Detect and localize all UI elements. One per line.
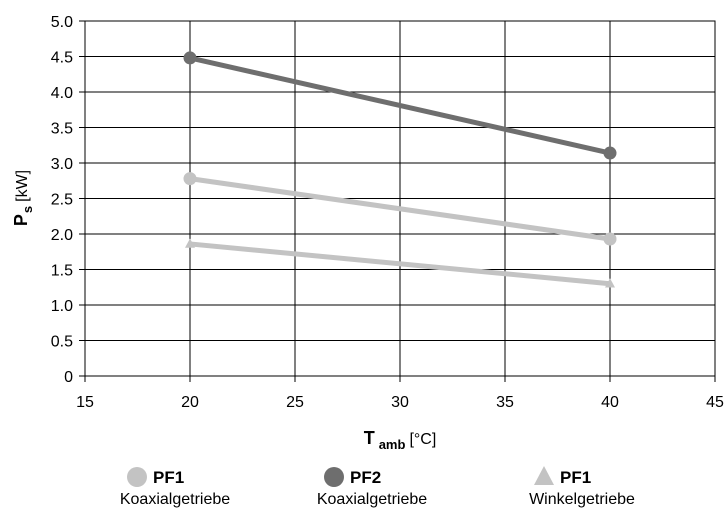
y-tick-label: 3.5	[51, 121, 73, 138]
x-tick-label: 45	[706, 394, 724, 411]
y-tick-label: 5.0	[51, 14, 73, 31]
data-point	[183, 172, 197, 186]
legend-entry: PF1 Koaxialgetriebe	[120, 467, 230, 508]
y-tick-label: 3.0	[51, 156, 73, 173]
y-tick-label: 1.5	[51, 263, 73, 280]
legend-name: PF1	[560, 468, 591, 487]
y-tick-label: 4.0	[51, 85, 73, 102]
y-tick-label: 2.0	[51, 227, 73, 244]
legend-description: Winkelgetriebe	[529, 491, 635, 508]
y-tick-label: 0	[64, 369, 73, 386]
series-2	[185, 238, 615, 288]
data-point	[183, 51, 197, 65]
y-tick-label: 1.0	[51, 298, 73, 315]
data-point	[605, 278, 615, 288]
grid	[79, 20, 716, 382]
x-tick-label: 15	[76, 394, 94, 411]
y-axis-title: Ps[kW]	[11, 170, 35, 226]
legend: PF1 Koaxialgetriebe PF2 Koaxialgetriebe PF1 W…	[120, 466, 635, 508]
series-line	[189, 176, 611, 242]
series-line	[189, 55, 611, 156]
x-tick-label: 35	[496, 394, 514, 411]
x-tick-label: 20	[181, 394, 199, 411]
legend-marker-circle	[324, 467, 344, 487]
series-layer	[183, 51, 617, 288]
y-tick-label: 0.5	[51, 334, 73, 351]
legend-name: PF2	[350, 468, 381, 487]
legend-entry: PF1 Winkelgetriebe	[529, 466, 635, 508]
series-line	[189, 241, 611, 287]
x-tick-label: 30	[391, 394, 409, 411]
legend-description: Koaxialgetriebe	[317, 491, 427, 508]
x-tick-label: 25	[286, 394, 304, 411]
y-tick-label: 4.5	[51, 50, 73, 67]
legend-entry: PF2 Koaxialgetriebe	[317, 467, 427, 508]
y-tick-label: 2.5	[51, 192, 73, 209]
legend-name: PF1	[153, 468, 184, 487]
tick-labels: 0 0.5 1.0 1.5 2.0 2.5 3.0 3.5 4.0 4.5 5.0 15 20 25 30 3…	[51, 14, 724, 411]
legend-description: Koaxialgetriebe	[120, 491, 230, 508]
x-tick-label: 40	[601, 394, 619, 411]
series-0	[183, 172, 617, 246]
series-1	[183, 51, 617, 160]
legend-marker-triangle	[534, 466, 554, 485]
legend-marker-circle	[127, 467, 147, 487]
data-point	[603, 146, 617, 160]
data-point	[603, 232, 617, 246]
data-point	[185, 238, 195, 248]
